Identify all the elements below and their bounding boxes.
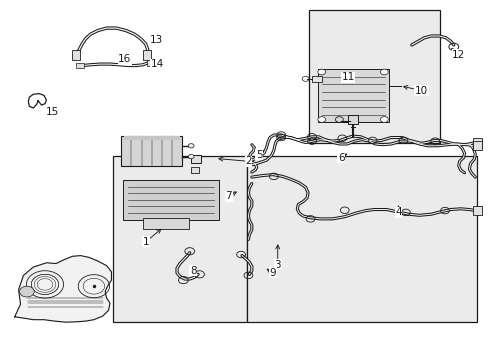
Bar: [317, 69, 388, 122]
Text: 6: 6: [337, 153, 344, 163]
Bar: [190, 167, 198, 173]
Bar: [472, 206, 481, 215]
Bar: [246, 156, 476, 322]
Bar: [113, 156, 246, 322]
Text: 4: 4: [394, 207, 401, 217]
Text: 1: 1: [142, 237, 149, 247]
Bar: [311, 76, 321, 82]
Bar: [121, 136, 182, 166]
Circle shape: [317, 117, 325, 122]
Bar: [190, 155, 201, 163]
Circle shape: [188, 144, 194, 148]
Circle shape: [188, 154, 194, 159]
Bar: [72, 50, 80, 60]
Bar: [146, 60, 155, 66]
Text: 9: 9: [269, 268, 276, 278]
Text: 8: 8: [189, 266, 196, 276]
Text: 5: 5: [255, 150, 262, 160]
Text: 14: 14: [150, 59, 164, 69]
Text: 11: 11: [341, 72, 354, 82]
Circle shape: [380, 69, 387, 75]
Circle shape: [380, 117, 387, 122]
Polygon shape: [15, 256, 111, 322]
Bar: [123, 180, 218, 220]
Bar: [472, 141, 481, 150]
Text: 16: 16: [118, 54, 131, 64]
Bar: [347, 115, 357, 124]
Text: 13: 13: [149, 35, 163, 45]
Text: 15: 15: [46, 107, 60, 117]
Text: 12: 12: [451, 50, 465, 60]
Bar: [76, 63, 83, 68]
Text: 10: 10: [414, 86, 427, 96]
Circle shape: [317, 69, 325, 75]
Bar: [308, 10, 439, 143]
Text: 2: 2: [244, 156, 251, 166]
Text: 3: 3: [274, 260, 281, 270]
Bar: [142, 218, 189, 229]
Circle shape: [20, 286, 34, 297]
Bar: [123, 136, 180, 140]
Text: 7: 7: [225, 191, 232, 201]
Bar: [142, 50, 150, 60]
Bar: [472, 138, 481, 147]
